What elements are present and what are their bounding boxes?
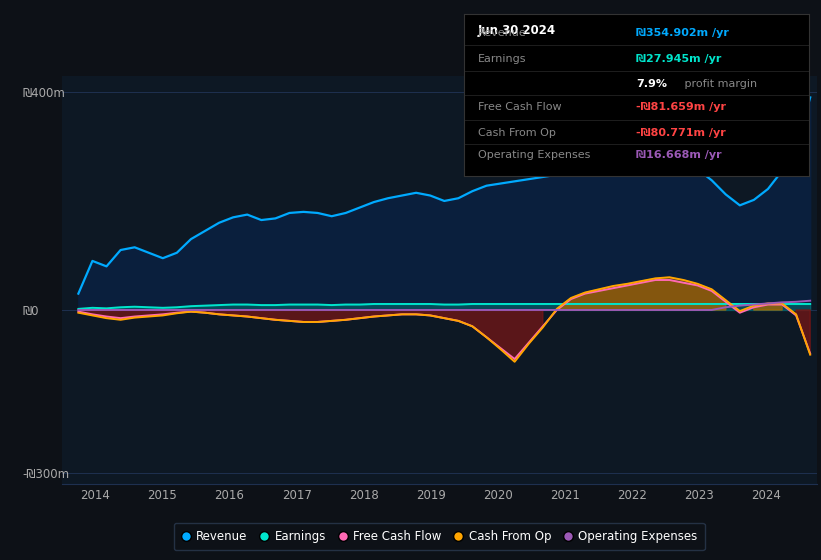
Text: ₪27.945m /yr: ₪27.945m /yr (636, 54, 722, 64)
Text: Jun 30 2024: Jun 30 2024 (478, 24, 556, 37)
Text: -₪81.659m /yr: -₪81.659m /yr (636, 101, 727, 111)
Text: -₪80.771m /yr: -₪80.771m /yr (636, 128, 726, 138)
Text: Free Cash Flow: Free Cash Flow (478, 101, 562, 111)
Text: Revenue: Revenue (478, 29, 526, 39)
Text: profit margin: profit margin (681, 79, 757, 89)
Text: 7.9%: 7.9% (636, 79, 667, 89)
Text: Cash From Op: Cash From Op (478, 128, 556, 138)
Text: Operating Expenses: Operating Expenses (478, 150, 590, 160)
Text: Earnings: Earnings (478, 54, 526, 64)
Text: ₪354.902m /yr: ₪354.902m /yr (636, 29, 729, 39)
Text: ₪16.668m /yr: ₪16.668m /yr (636, 150, 722, 160)
Legend: Revenue, Earnings, Free Cash Flow, Cash From Op, Operating Expenses: Revenue, Earnings, Free Cash Flow, Cash … (174, 523, 704, 550)
